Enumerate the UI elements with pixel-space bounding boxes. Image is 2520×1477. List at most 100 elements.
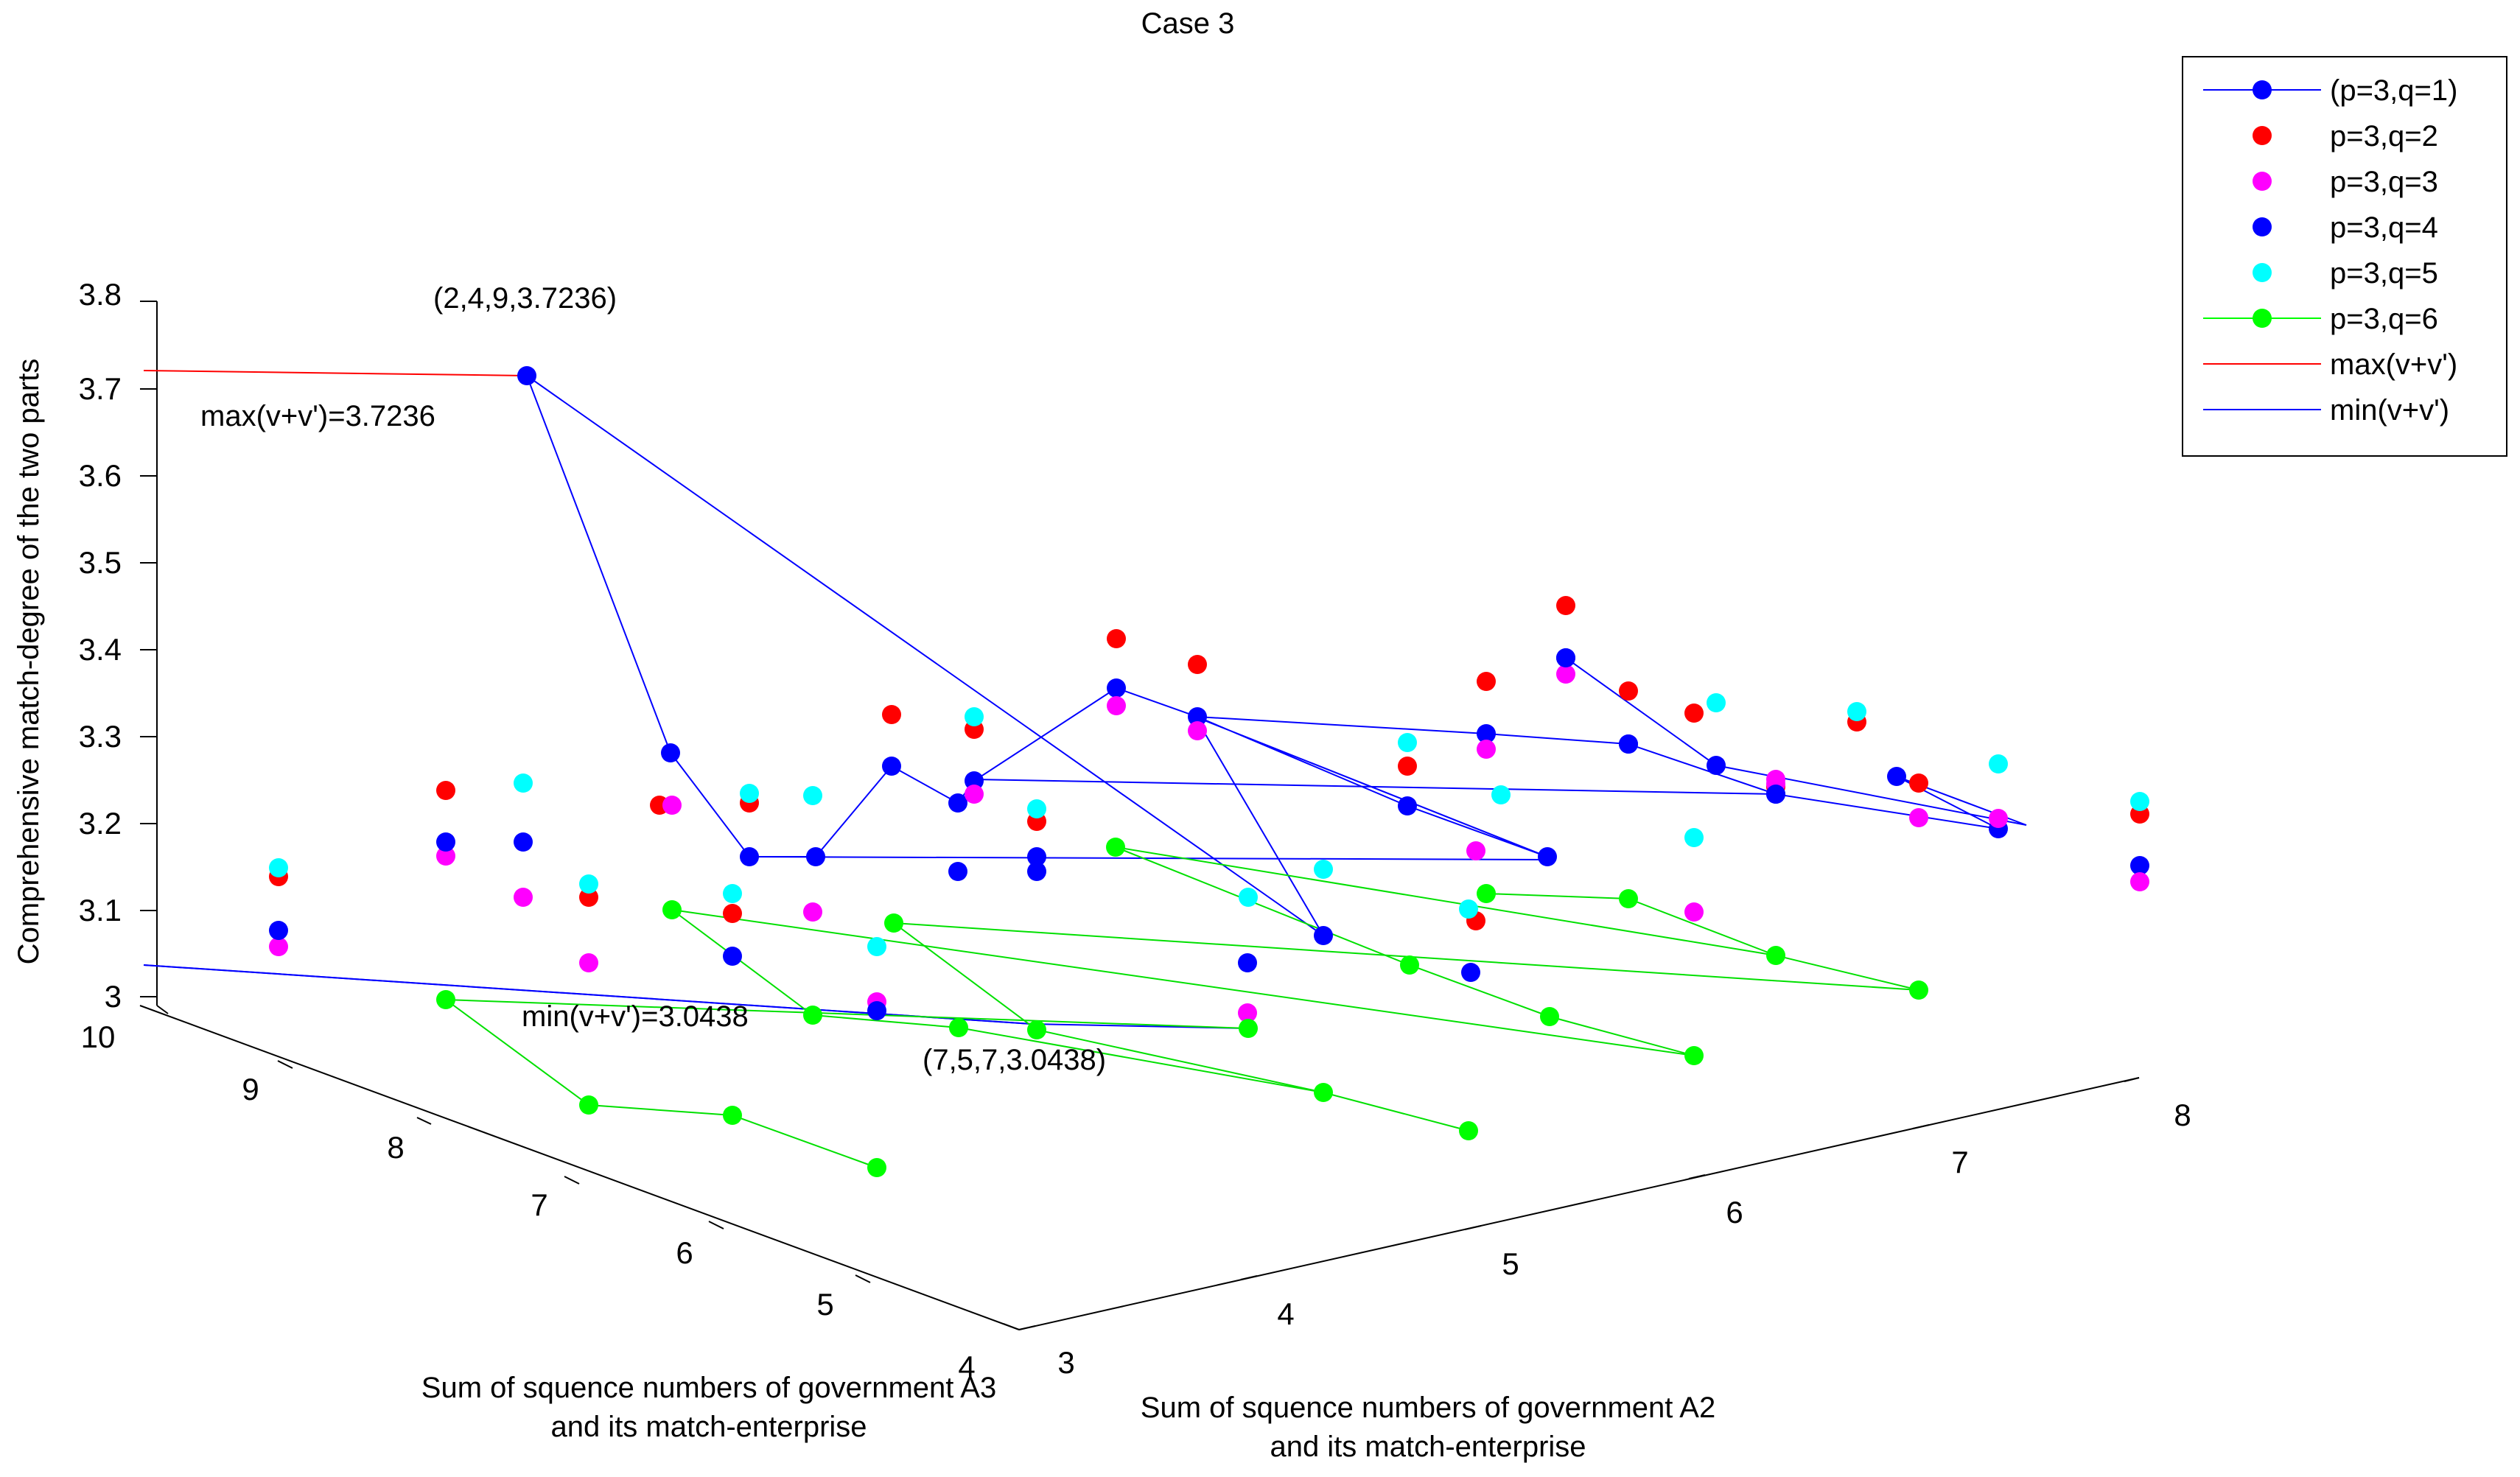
data-point-q6 <box>1540 1007 1559 1026</box>
x-tick-label: 10 <box>81 1020 116 1054</box>
data-point-q1 <box>2130 856 2149 875</box>
data-point-q4 <box>723 947 742 966</box>
data-point-q5 <box>514 773 533 793</box>
z-tick-label: 3.1 <box>79 893 122 927</box>
x-tick-label: 5 <box>816 1287 833 1322</box>
legend-label: min(v+v') <box>2330 394 2449 427</box>
data-point-q4 <box>1766 785 1785 804</box>
z-tick-label: 3.5 <box>79 545 122 580</box>
data-point-q3 <box>1107 696 1126 715</box>
data-point-q1 <box>661 743 680 762</box>
data-point-q5 <box>1707 693 1726 712</box>
y-tick-label: 4 <box>1277 1297 1294 1331</box>
legend-marker <box>2253 126 2272 145</box>
data-point-q6 <box>1106 838 1125 857</box>
x-axis-line <box>139 1005 1020 1330</box>
y-tick <box>1464 1225 1482 1230</box>
data-point-q5 <box>1684 828 1704 847</box>
data-point-q2 <box>1398 757 1417 776</box>
data-point-q3 <box>436 846 455 866</box>
data-point-q5 <box>867 937 886 956</box>
data-point-q5 <box>1314 860 1333 879</box>
legend-item: p=3,q=6 <box>2203 303 2438 335</box>
tick-marks <box>140 301 2140 1330</box>
data-point-q4 <box>1556 648 1575 667</box>
data-point-q6 <box>1766 946 1785 965</box>
data-point-q4 <box>269 921 288 940</box>
data-point-q6 <box>1909 980 1928 1000</box>
min-value-annotation: min(v+v')=3.0438 <box>522 1000 749 1033</box>
data-point-q1 <box>1887 767 1906 786</box>
legend-label: p=3,q=5 <box>2330 257 2438 290</box>
legend-items: (p=3,q=1) p=3,q=2 p=3,q=3 p=3,q=4 p=3,q=5 p=3… <box>2203 74 2457 427</box>
series-q6-line <box>445 999 1249 1029</box>
x-tick <box>564 1176 580 1185</box>
series-q6-line <box>1115 846 1695 1056</box>
data-point-q5 <box>1491 785 1511 804</box>
data-point-q1 <box>882 757 901 776</box>
data-point-q2 <box>1188 655 1207 674</box>
series-q1-line <box>1565 657 2027 829</box>
max-point-annotation: (2,4,9,3.7236) <box>433 282 617 315</box>
x-tick-label: 9 <box>242 1072 259 1106</box>
data-point-q1 <box>1188 707 1207 726</box>
data-point-q6 <box>803 1006 822 1025</box>
data-point-q6 <box>1477 884 1496 903</box>
x-tick-label: 6 <box>676 1235 693 1270</box>
legend-label: max(v+v') <box>2330 348 2457 381</box>
data-point-q3 <box>1989 809 2008 828</box>
data-point-q6 <box>723 1106 742 1125</box>
data-point-q5 <box>1239 888 1258 907</box>
y-tick <box>1018 1325 1036 1330</box>
x-tick <box>855 1274 871 1283</box>
y-tick-label: 7 <box>1951 1145 1968 1179</box>
data-point-q5 <box>579 874 598 894</box>
x-tick <box>1003 1323 1020 1330</box>
y-tick-label: 5 <box>1502 1246 1519 1281</box>
data-point-q4 <box>1619 734 1638 754</box>
data-point-q6 <box>949 1018 968 1037</box>
data-point-q3 <box>1466 841 1485 860</box>
data-point-q5 <box>740 784 759 803</box>
series-q1-line <box>973 779 1777 795</box>
legend-label: p=3,q=3 <box>2330 166 2438 198</box>
legend-item: p=3,q=3 <box>2253 166 2438 198</box>
legend-marker <box>2253 172 2272 191</box>
data-point-q2 <box>579 888 598 907</box>
y-tick-label: 6 <box>1726 1195 1743 1229</box>
legend-item: min(v+v') <box>2203 394 2449 427</box>
series-q6-line <box>671 909 1469 1132</box>
data-points <box>269 366 2149 1177</box>
data-point-q1 <box>1107 678 1126 698</box>
x-tick-label: 8 <box>387 1130 404 1165</box>
data-point-q2 <box>1909 773 1928 793</box>
data-point-q5 <box>803 786 822 805</box>
legend-label: p=3,q=2 <box>2330 120 2438 152</box>
legend-box <box>2182 56 2507 457</box>
data-point-q1 <box>806 847 825 866</box>
legend-item: (p=3,q=1) <box>2203 74 2457 107</box>
data-point-q4 <box>1461 963 1480 982</box>
data-point-q3 <box>1909 808 1928 827</box>
data-point-q4 <box>1027 862 1046 881</box>
x-axis-label-line1: Sum of squence numbers of government A3 <box>421 1372 996 1404</box>
z-tick-label: 3 <box>105 979 122 1014</box>
data-point-q1 <box>1398 796 1417 815</box>
data-point-q4 <box>948 862 967 881</box>
data-point-q6 <box>436 990 455 1009</box>
data-point-q3 <box>1556 664 1575 684</box>
data-point-q3 <box>1188 721 1207 740</box>
data-point-q6 <box>579 1095 598 1115</box>
series-q6-line <box>671 909 1695 1056</box>
z-tick-label: 3.4 <box>79 632 122 667</box>
legend: (p=3,q=1) p=3,q=2 p=3,q=3 p=3,q=4 p=3,q=5 p=3… <box>2182 56 2507 457</box>
data-point-q5 <box>1989 754 2008 773</box>
data-point-q4 <box>1238 953 1257 972</box>
series-q1-line <box>749 856 1548 860</box>
data-point-q6 <box>867 1158 886 1177</box>
z-tick-label: 3.2 <box>79 806 122 841</box>
chart-title: Case 3 <box>1141 7 1235 40</box>
data-point-q5 <box>2130 792 2149 811</box>
data-point-q3 <box>269 937 288 956</box>
